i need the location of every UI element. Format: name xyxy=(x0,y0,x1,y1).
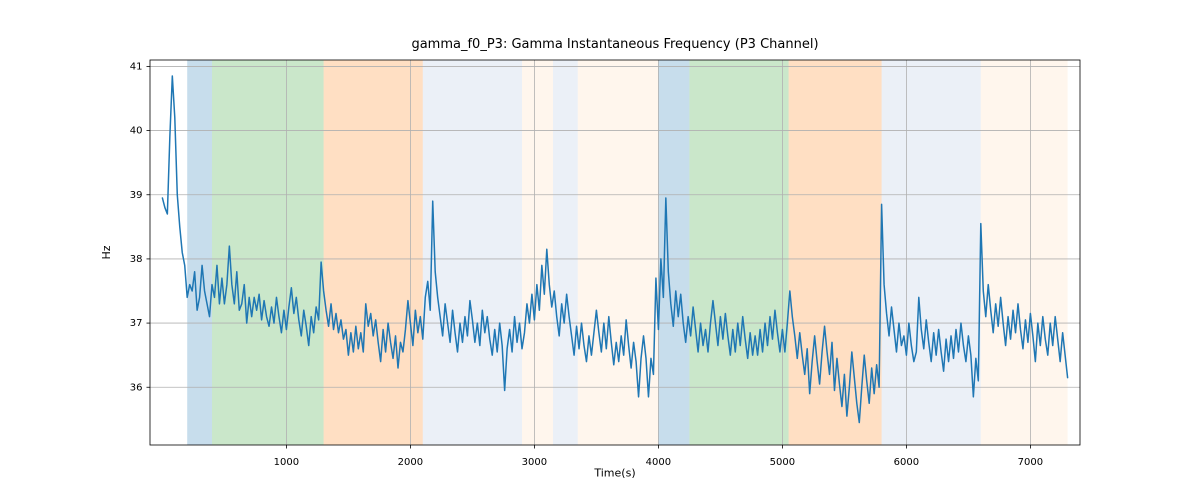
x-tick-label: 5000 xyxy=(770,457,795,468)
x-tick-label: 3000 xyxy=(522,457,547,468)
x-tick-label: 7000 xyxy=(1018,457,1043,468)
y-tick-label: 40 xyxy=(130,126,143,137)
y-tick-label: 38 xyxy=(130,254,143,265)
x-tick-label: 2000 xyxy=(398,457,423,468)
y-tick-label: 36 xyxy=(130,382,143,393)
plot-title: gamma_f0_P3: Gamma Instantaneous Frequen… xyxy=(411,37,818,52)
y-tick-label: 39 xyxy=(130,190,143,201)
chart-container: 1000 2000 3000 4000 5000 6000 7000 36 37 38 39 40 41… xyxy=(0,0,1200,500)
y-axis-label: Hz xyxy=(100,245,113,259)
x-tick-label: 4000 xyxy=(646,457,671,468)
x-axis-label: Time(s) xyxy=(593,467,635,480)
x-tick-label: 6000 xyxy=(894,457,919,468)
line-chart: 1000 2000 3000 4000 5000 6000 7000 36 37 38 39 40 41… xyxy=(0,0,1200,500)
y-tick-label: 37 xyxy=(130,318,143,329)
x-tick-label: 1000 xyxy=(274,457,299,468)
y-tick-label: 41 xyxy=(130,61,143,72)
